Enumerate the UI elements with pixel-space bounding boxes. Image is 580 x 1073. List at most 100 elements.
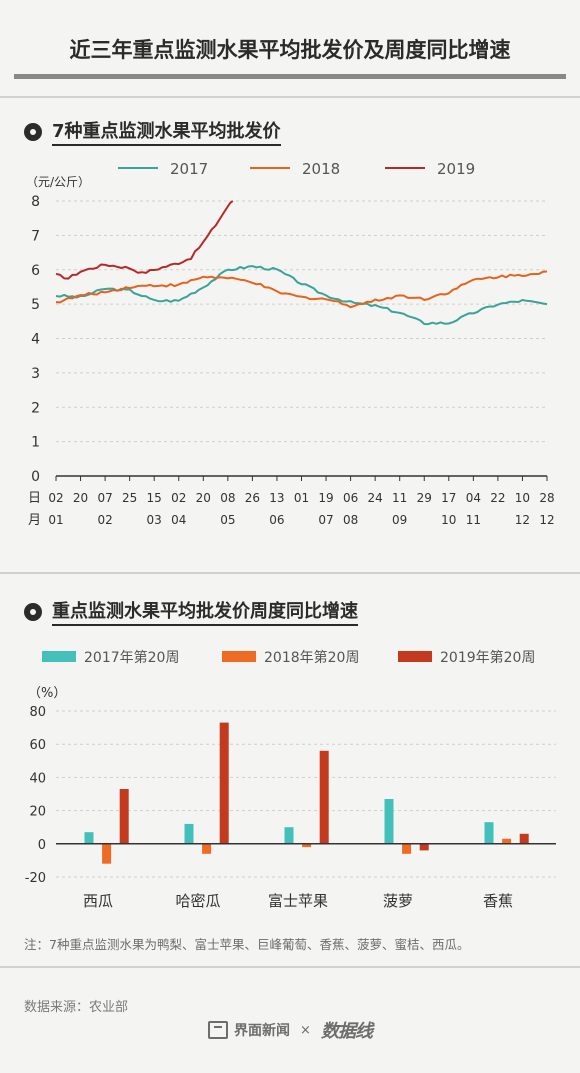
y-tick-label: 1 [31,435,40,451]
x-month-label: 11 [466,513,481,527]
x-day-label: 29 [417,491,432,505]
section-divider [0,572,580,574]
legend-label-2017: 2017 [170,160,208,178]
bar-香蕉-2018年第20周 [502,838,512,844]
x-month-label: 06 [269,513,284,527]
series-line-2019 [55,200,234,280]
bar-香蕉-2017年第20周 [484,822,494,844]
bar-菠萝-2019年第20周 [419,843,429,851]
bar-西瓜-2019年第20周 [119,789,129,844]
x-day-label: 02 [48,491,63,505]
bar-富士苹果-2019年第20周 [319,750,329,844]
bar-category-label: 菠萝 [383,892,413,910]
bar-legend-label: 2017年第20周 [84,649,179,666]
x-month-label: 12 [539,513,554,527]
y-tick-label: 0 [31,469,40,485]
y-tick-label: 3 [31,366,40,382]
x-day-label: 15 [147,491,162,505]
bar-y-tick-label: -20 [25,871,46,886]
legend-label-2018: 2018 [302,160,340,178]
bar-legend-swatch [398,651,432,662]
bar-legend-label: 2019年第20周 [440,649,535,666]
bar-香蕉-2019年第20周 [519,833,529,844]
x-day-label: 10 [515,491,530,505]
bar-y-tick-label: 20 [29,805,46,820]
x-day-label: 11 [392,491,407,505]
jiemian-logo-icon [208,1021,229,1039]
times-sign: × [300,1022,311,1038]
bar-category-label: 哈密瓜 [175,892,220,910]
brand-shujuxian: 数据线 [320,1021,373,1042]
x-month-label: 12 [515,513,530,527]
x-day-label: 22 [490,491,505,505]
bar-category-label: 西瓜 [83,892,113,910]
x-month-label: 08 [343,513,358,527]
bar-哈密瓜-2019年第20周 [219,722,229,844]
data-source: 数据来源：农业部 [24,1000,129,1015]
x-row1-label: 日 [28,491,41,506]
footnote: 注：7种重点监测水果为鸭梨、富士苹果、巨峰葡萄、香蕉、菠萝、蜜桔、西瓜。 [24,937,470,952]
x-day-label: 20 [73,491,88,505]
section-divider [0,966,580,968]
x-month-label: 02 [97,513,112,527]
y-axis-unit: （元/公斤） [26,175,90,189]
bar-legend-swatch [222,651,256,662]
bullet-icon [24,122,42,141]
x-day-label: 04 [466,491,481,505]
bar-西瓜-2017年第20周 [84,832,94,844]
y-tick-label: 5 [31,297,40,313]
bar-category-label: 富士苹果 [268,892,328,910]
bar-y-tick-label: 60 [29,738,46,753]
series-line-2017 [55,265,548,326]
bar-legend-swatch [42,651,76,662]
x-month-label: 03 [147,513,162,527]
page-title: 近三年重点监测水果平均批发价及周度同比增速 [69,38,511,62]
x-month-label: 05 [220,513,235,527]
bar-哈密瓜-2018年第20周 [202,843,212,854]
bar-哈密瓜-2017年第20周 [184,823,194,844]
bar-y-axis-unit: （%） [28,686,66,701]
bar-菠萝-2017年第20周 [384,799,394,844]
x-day-label: 25 [122,491,137,505]
y-tick-label: 7 [31,228,40,244]
bullet-icon [24,602,42,621]
series-line-2018 [55,270,548,309]
title-underline [14,74,566,79]
line-chart-title: 7种重点监测水果平均批发价 [24,117,281,146]
x-month-label: 10 [441,513,456,527]
x-day-label: 08 [220,491,235,505]
section-divider [0,96,580,98]
y-tick-label: 2 [31,400,40,416]
bar-y-tick-label: 40 [29,771,46,786]
footer: 界面新闻 × 数据线 [0,1018,580,1042]
bar-chart-title: 重点监测水果平均批发价周度同比增速 [24,597,358,626]
bar-y-tick-label: 80 [29,705,46,720]
bar-菠萝-2018年第20周 [402,843,412,854]
x-day-label: 24 [368,491,383,505]
bar-y-tick-label: 0 [38,838,46,853]
x-month-label: 04 [171,513,186,527]
brand-jiemian: 界面新闻 [208,1020,290,1040]
x-day-label: 20 [196,491,211,505]
x-day-label: 13 [269,491,284,505]
x-day-label: 07 [97,491,112,505]
x-month-label: 07 [318,513,333,527]
y-tick-label: 6 [31,263,40,279]
x-day-label: 06 [343,491,358,505]
y-tick-label: 4 [31,332,40,348]
bar-category-label: 香蕉 [483,892,513,910]
x-day-label: 01 [294,491,309,505]
y-tick-label: 8 [31,194,40,210]
bar-西瓜-2018年第20周 [102,843,112,864]
x-row2-label: 月 [28,513,41,528]
bar-富士苹果-2017年第20周 [284,827,294,844]
x-month-label: 09 [392,513,407,527]
legend-label-2019: 2019 [437,160,475,178]
x-day-label: 28 [539,491,554,505]
x-day-label: 26 [245,491,260,505]
x-day-label: 17 [441,491,456,505]
x-day-label: 19 [318,491,333,505]
bar-legend-label: 2018年第20周 [264,649,359,666]
x-month-label: 01 [48,513,63,527]
